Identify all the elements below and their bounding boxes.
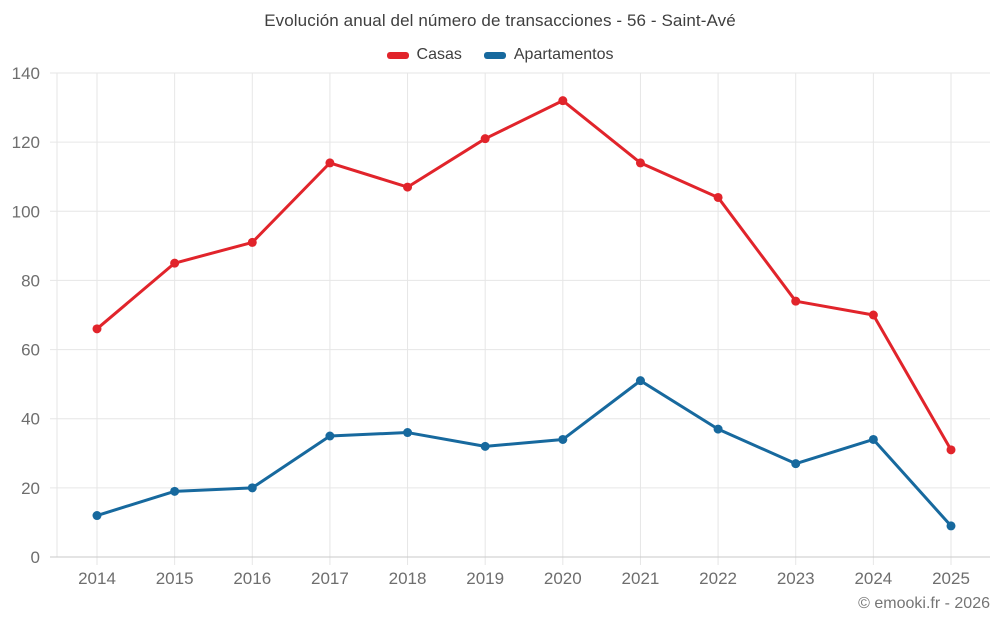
apartamentos-line	[95, 379, 953, 528]
casas-data-point[interactable]	[480, 134, 490, 144]
casas-line	[95, 99, 953, 452]
x-tick-label: 2017	[311, 569, 349, 588]
casas-data-point[interactable]	[170, 258, 180, 268]
legend-label-apartamentos: Apartamentos	[513, 46, 614, 63]
y-tick-label: 0	[31, 548, 40, 567]
apartamentos-data-point[interactable]	[170, 486, 180, 496]
y-tick-label: 80	[21, 271, 40, 290]
x-tick-label: 2019	[466, 569, 504, 588]
x-tick-label: 2025	[932, 569, 970, 588]
y-tick-label: 20	[21, 479, 40, 498]
casas-data-point[interactable]	[791, 296, 801, 306]
x-tick-label: 2023	[777, 569, 815, 588]
apartamentos-data-point[interactable]	[247, 483, 257, 493]
apartamentos-data-point[interactable]	[325, 431, 335, 441]
casas-data-point[interactable]	[868, 310, 878, 320]
apartamentos-data-point[interactable]	[480, 441, 490, 451]
casas-data-point[interactable]	[946, 445, 956, 455]
casas-data-point[interactable]	[247, 237, 257, 247]
x-tick-label: 2024	[854, 569, 892, 588]
x-tick-label: 2015	[156, 569, 194, 588]
apartamentos-data-point[interactable]	[558, 434, 568, 444]
casas-data-point[interactable]	[325, 158, 335, 168]
apartamentos-data-point[interactable]	[791, 459, 801, 469]
apartamentos-swatch-icon	[483, 51, 506, 59]
casas-data-point[interactable]	[403, 182, 413, 192]
y-tick-label: 100	[12, 202, 40, 221]
x-tick-label: 2020	[544, 569, 582, 588]
x-tick-label: 2014	[78, 569, 116, 588]
apartamentos-data-point[interactable]	[946, 521, 956, 531]
y-tick-label: 60	[21, 341, 40, 360]
apartamentos-data-point[interactable]	[403, 428, 413, 438]
y-tick-label: 120	[12, 133, 40, 152]
apartamentos-data-point[interactable]	[92, 511, 102, 521]
attribution: © emooki.fr - 2026	[858, 595, 990, 612]
x-tick-label: 2018	[389, 569, 427, 588]
chart-title: Evolución anual del número de transaccio…	[264, 11, 736, 30]
x-tick-label: 2016	[233, 569, 271, 588]
apartamentos-data-point[interactable]	[868, 434, 878, 444]
casas-data-point[interactable]	[713, 192, 723, 202]
legend-label-casas: Casas	[416, 46, 462, 63]
apartamentos-data-point[interactable]	[713, 424, 723, 434]
x-tick-label: 2021	[622, 569, 660, 588]
casas-data-point[interactable]	[635, 158, 645, 168]
y-tick-label: 140	[12, 64, 40, 83]
casas-data-point[interactable]	[558, 96, 568, 106]
legend-item-casas[interactable]: Casas	[386, 46, 462, 64]
legend-item-apartamentos[interactable]: Apartamentos	[483, 46, 614, 64]
x-tick-label: 2022	[699, 569, 737, 588]
y-tick-label: 40	[21, 410, 40, 429]
casas-swatch-icon	[386, 51, 409, 59]
apartamentos-data-point[interactable]	[635, 376, 645, 386]
chart-legend: Casas Apartamentos	[0, 46, 1000, 64]
casas-data-point[interactable]	[92, 324, 102, 334]
